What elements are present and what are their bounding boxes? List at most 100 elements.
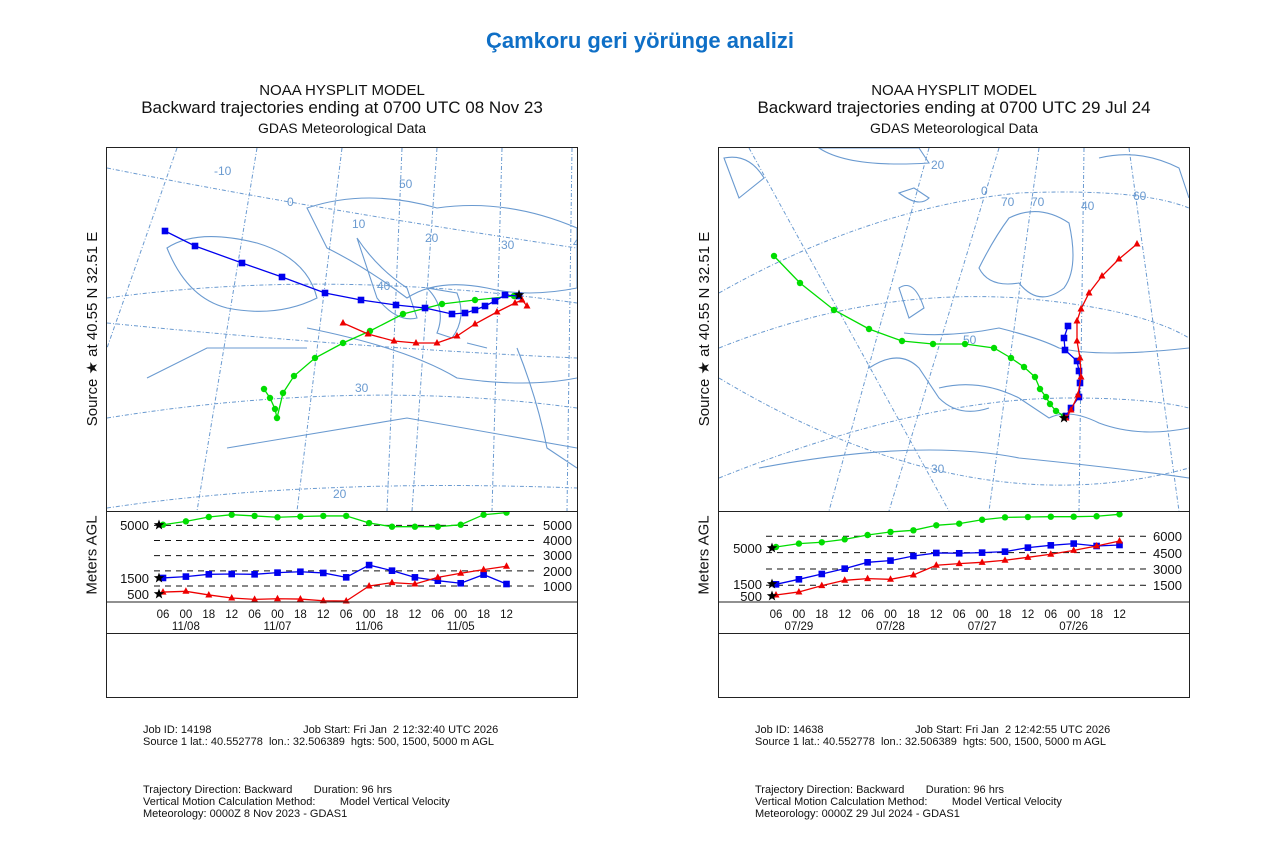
circle-marker [830,306,838,314]
right-height-tick: 4500 [1153,546,1182,561]
circle-marker [399,310,407,318]
square-marker [1070,540,1077,547]
square-marker [1001,548,1009,555]
grid-degree-label: 70 [1031,195,1045,209]
triangle-marker [1024,553,1032,560]
triangle-marker [274,594,281,602]
triangle-marker [1001,556,1009,563]
circle-marker [266,394,274,402]
square-marker [841,565,848,572]
triangle-marker [412,339,420,346]
grid-degree-label: 70 [1001,195,1015,209]
square-marker [434,577,442,584]
source-star-icon [153,588,165,599]
circle-marker [864,531,871,539]
grid-degree-label: 30 [501,238,515,252]
circle-marker [273,414,281,422]
date-label: 11/08 [172,621,200,633]
green-trajectory-path [263,295,515,419]
square-marker [357,296,365,304]
lat-lon-gridline [296,148,343,511]
figure-title: Backward trajectories ending at 0700 UTC… [141,98,543,117]
square-marker [274,569,281,576]
triangle-marker [955,559,963,567]
lat-lon-gridline [107,322,577,359]
time-tick-label: 12 [930,609,943,621]
triangle-marker [480,565,488,573]
square-marker [1060,334,1068,342]
triangle-marker [457,569,465,576]
circle-marker [929,340,937,348]
right-height-tick: 5000 [543,518,572,533]
coastline-border [818,148,930,165]
green-height-line [775,513,1120,548]
circle-marker [480,512,487,518]
circle-marker [990,344,998,352]
triangle-marker [1077,305,1085,312]
coastline-border [868,357,990,412]
meters-agl-label: Meters AGL [695,515,713,595]
time-tick-label: 00 [363,609,376,621]
coastline-border [898,284,925,319]
start-height-label: 1500 [733,577,762,592]
source-star-icon [766,590,778,601]
coastline-border [466,342,488,349]
time-tick-label: 12 [225,609,238,621]
right-height-tick: 3000 [1153,562,1182,577]
time-tick-label: 06 [340,609,353,621]
square-marker [461,309,469,317]
circle-marker [933,522,940,529]
triangle-marker [453,332,461,339]
time-tick-label: 18 [907,609,920,621]
circle-marker [770,252,778,260]
lat-lon-gridline [566,148,573,511]
triangle-marker [1093,541,1101,549]
figure-frame: -1005010203040403020 5000400030002000100… [106,147,578,820]
triangle-marker [251,595,259,602]
square-marker [159,574,167,582]
square-marker [1061,346,1069,354]
time-tick-label: 12 [500,609,513,621]
square-marker [471,306,479,314]
time-tick-label: 00 [271,609,284,621]
square-marker [1075,367,1083,375]
grid-degree-label: 50 [399,177,413,191]
circle-marker [956,520,963,527]
right-height-tick: 4000 [543,533,572,548]
triangle-marker [1098,272,1106,279]
date-label: 07/26 [1059,621,1088,633]
triangle-marker [434,573,442,580]
coastline-border [356,237,418,320]
grid-degree-label: 20 [333,487,347,501]
circle-marker [898,337,906,345]
circle-marker [841,536,848,543]
lat-lon-gridline [107,148,178,349]
triangle-marker [433,339,441,346]
lat-lon-gridline [719,296,1189,349]
square-marker [321,289,329,297]
triangle-marker [493,308,501,315]
trajectory-figure-jul-2024: NOAA HYSPLIT MODEL Backward trajectories… [696,80,1190,820]
square-marker [955,549,963,557]
circle-marker [1024,513,1032,521]
circle-marker [320,512,327,520]
circle-marker [910,527,917,534]
triangle-marker [795,587,803,595]
right-height-tick: 1500 [1153,578,1182,593]
square-marker [978,549,986,556]
time-tick-label: 00 [793,609,806,621]
square-marker [251,571,258,578]
coastline-border [306,327,577,384]
square-marker [1024,544,1032,551]
circle-marker [290,372,298,380]
grid-degree-label: -10 [214,164,232,178]
slide-title: Çamkoru geri yörünge analizi [485,28,795,53]
circle-marker [365,519,373,527]
coastline-border [425,287,462,339]
lat-lon-gridline [719,191,1189,294]
circle-marker [818,539,825,546]
triangle-marker [1073,337,1081,344]
square-marker [910,552,917,560]
time-tick-label: 06 [1044,609,1057,621]
